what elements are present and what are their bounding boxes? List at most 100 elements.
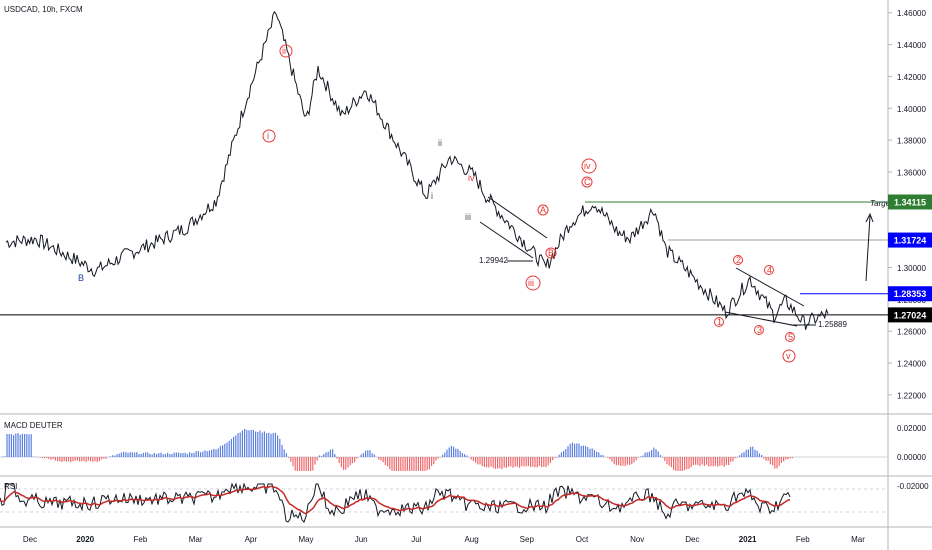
level-badge	[888, 232, 932, 248]
macd-bar	[235, 435, 237, 457]
macd-bar	[215, 449, 217, 457]
macd-bar	[655, 449, 657, 457]
macd-bar	[266, 433, 268, 457]
price-tick-label: 1.42000	[897, 73, 926, 82]
macd-bar	[754, 449, 756, 457]
time-axis[interactable]: Dec 2020 Feb Mar Apr May Jun Jul Aug Sep Oct Nov Dec…	[23, 535, 865, 544]
macd-bar	[301, 457, 303, 471]
macd-bar	[334, 454, 336, 457]
macd-bar	[631, 457, 633, 465]
macd-bar	[356, 457, 358, 459]
macd-bar	[637, 457, 639, 458]
macd-bar	[466, 455, 468, 457]
macd-bar	[444, 452, 446, 457]
macd-bar	[547, 457, 549, 466]
macd-bar	[393, 457, 395, 471]
macd-bar	[600, 454, 602, 457]
macd-bar	[752, 446, 754, 457]
macd-bar	[490, 457, 492, 467]
macd-bar	[646, 452, 648, 457]
trend-drawings[interactable]	[479, 196, 874, 327]
macd-bar	[428, 457, 430, 470]
wedge-lower-line-1[interactable]	[479, 221, 534, 259]
wedge-upper-line-1[interactable]	[487, 196, 548, 239]
macd-bar	[103, 457, 105, 459]
price-tick-label: 1.36000	[897, 168, 926, 177]
macd-bar	[118, 453, 120, 457]
macd-bar	[681, 457, 683, 471]
macd-bar	[164, 453, 166, 457]
macd-bar	[310, 457, 312, 471]
macd-bar	[725, 457, 727, 465]
macd-bar	[178, 452, 180, 457]
macd-bar	[505, 457, 507, 468]
macd-bar	[613, 457, 615, 464]
wedge-upper-line-2[interactable]	[735, 267, 805, 307]
macd-bar	[255, 431, 257, 457]
macd-bar	[156, 453, 158, 457]
macd-bar	[158, 453, 160, 457]
macd-bar	[756, 450, 758, 457]
macd-bar	[116, 454, 118, 457]
macd-bar	[624, 457, 626, 467]
wave-label-ii: ii	[438, 138, 442, 148]
macd-bar	[778, 457, 780, 467]
macd-bar	[389, 457, 391, 470]
macd-bar	[323, 454, 325, 457]
macd-bar	[228, 440, 230, 457]
macd-bar	[195, 451, 197, 457]
wave-label-4: 4	[767, 265, 772, 275]
macd-bar	[543, 457, 545, 467]
wave-label-5: 5	[788, 332, 793, 342]
wave-label-A: A	[540, 205, 546, 215]
macd-bar	[406, 457, 408, 471]
macd-bar	[653, 447, 655, 457]
macd-bar	[703, 457, 705, 467]
macd-bar	[732, 457, 734, 462]
macd-bar	[257, 431, 259, 457]
macd-bar	[94, 457, 96, 462]
macd-bar	[780, 457, 782, 464]
macd-bar	[686, 457, 688, 470]
macd-bar	[668, 457, 670, 466]
macd-bar	[79, 457, 81, 462]
time-tick-label: Mar	[189, 535, 203, 544]
macd-bar	[83, 457, 85, 462]
macd-bar	[351, 457, 353, 464]
macd-bar	[688, 457, 690, 469]
macd-bar	[299, 457, 301, 471]
macd-bar	[233, 436, 235, 457]
target-arrow[interactable]	[865, 215, 871, 282]
macd-bar	[26, 434, 28, 457]
macd-bar	[675, 457, 677, 471]
macd-bar	[259, 430, 261, 457]
macd-bar	[61, 457, 63, 463]
macd-bar	[508, 457, 510, 467]
wave-circle-i	[262, 129, 276, 143]
wedge-lower-line-2[interactable]	[724, 311, 798, 327]
time-tick-label: May	[298, 535, 313, 544]
macd-bar	[721, 457, 723, 466]
macd-bar	[263, 431, 265, 457]
macd-bar	[512, 457, 514, 468]
macd-bar	[283, 449, 285, 457]
macd-bar	[354, 457, 356, 463]
macd-bar	[57, 457, 59, 462]
macd-bar	[435, 457, 437, 461]
macd-bar	[710, 457, 712, 467]
wave-label-iii: iii	[465, 212, 471, 222]
macd-bar	[769, 457, 771, 465]
macd-bar	[422, 457, 424, 471]
macd-bar	[728, 457, 730, 466]
macd-bar	[670, 457, 672, 468]
macd-bar	[125, 452, 127, 457]
macd-bar	[644, 452, 646, 457]
macd-bar	[380, 457, 382, 461]
macd-bar	[730, 457, 732, 463]
macd-bar	[321, 455, 323, 457]
macd-bar	[497, 457, 499, 469]
macd-bar	[673, 457, 675, 470]
macd-bar	[131, 452, 133, 457]
macd-bar	[679, 457, 681, 471]
